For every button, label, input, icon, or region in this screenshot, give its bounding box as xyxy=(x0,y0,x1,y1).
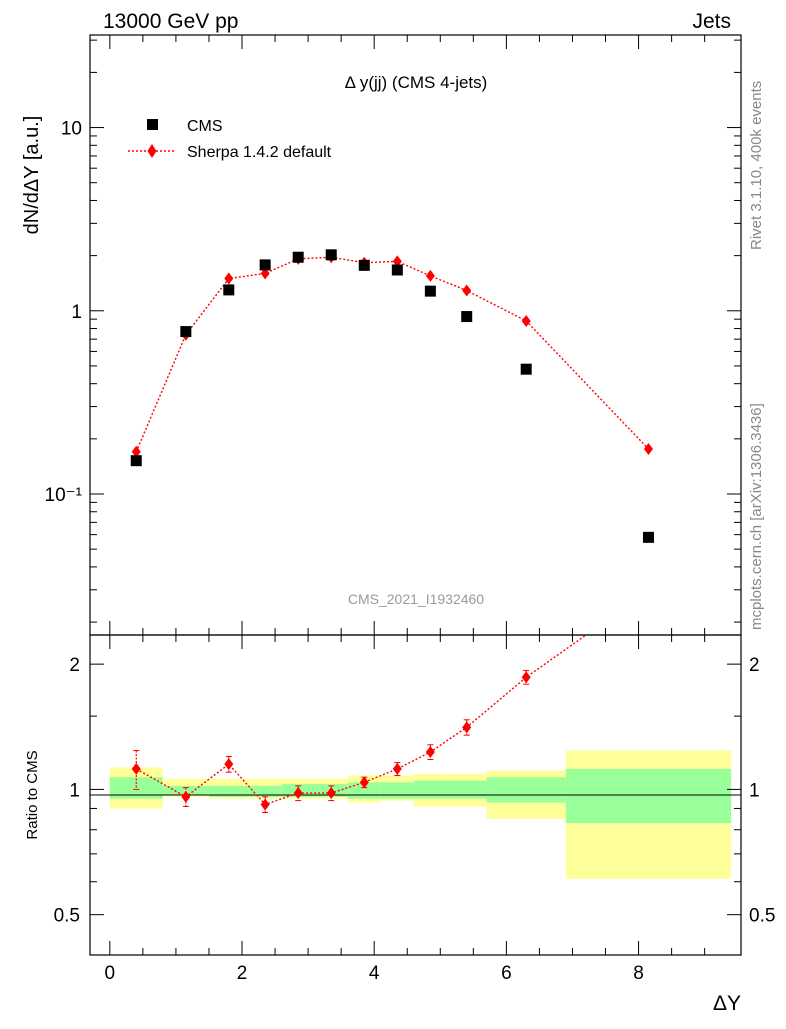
ratio-sherpa-point xyxy=(425,745,435,758)
ratio-sherpa-point xyxy=(131,762,141,775)
legend-cms-marker xyxy=(147,119,158,130)
ratio-y-axis-label: Ratio to CMS xyxy=(24,750,41,839)
x-tick-label: 4 xyxy=(369,963,380,984)
rivet-label: Rivet 3.1.10, 400k events xyxy=(748,81,765,250)
cms-point xyxy=(424,285,436,297)
legend: CMS Sherpa 1.4.2 default xyxy=(128,118,332,161)
jets-label: Jets xyxy=(692,10,731,33)
ratio-y-tick-label: 2 xyxy=(69,655,80,676)
uncertainty-band-green xyxy=(565,768,732,824)
uncertainty-band-green xyxy=(208,785,249,797)
sherpa-point xyxy=(521,314,531,327)
cms-point xyxy=(259,259,271,271)
sherpa-point xyxy=(392,255,402,268)
ratio-sherpa-point xyxy=(224,758,234,771)
cms-point xyxy=(391,264,403,276)
x-axis-label: ΔY xyxy=(713,992,741,1015)
ratio-sherpa-point xyxy=(359,776,369,789)
cms-point xyxy=(461,311,473,323)
x-tick-label: 2 xyxy=(237,963,248,984)
ratio-sherpa-point xyxy=(293,787,303,800)
cms-point xyxy=(130,455,142,467)
uncertainty-band-green xyxy=(413,780,447,799)
ratio-sherpa-point xyxy=(260,798,270,811)
cms-point xyxy=(520,363,532,375)
uncertainty-band-green xyxy=(380,782,414,799)
uncertainty-band-green xyxy=(248,785,282,797)
ratio-frame xyxy=(89,634,742,956)
ratio-y-tick-label: 1 xyxy=(749,780,760,801)
x-tick-label: 0 xyxy=(105,963,116,984)
cms-point xyxy=(292,251,304,263)
uncertainty-band-green xyxy=(162,785,209,795)
y-tick-label: 10 xyxy=(61,119,82,140)
sherpa-point xyxy=(425,269,435,282)
uncertainty-band-green xyxy=(486,777,566,803)
legend-cms-label: CMS xyxy=(187,118,223,135)
ratio-y-tick-label: 2 xyxy=(749,655,760,676)
energy-label: 13000 GeV pp xyxy=(103,10,238,33)
watermark: CMS_2021_I1932460 xyxy=(348,591,484,607)
sherpa-point xyxy=(643,443,653,456)
x-tick-label: 8 xyxy=(633,963,644,984)
sherpa-point xyxy=(224,272,234,285)
main-panel: 10⁻¹ 1 10 Δ y(jj) (CMS 4-jets) CMS_2021_I1… xyxy=(21,34,742,636)
ratio-y-tick-label: 1 xyxy=(69,780,80,801)
sherpa-point xyxy=(131,445,141,458)
ratio-sherpa-point xyxy=(392,762,402,775)
ratio-sherpa-line xyxy=(135,635,588,806)
ratio-y-tick-label: 0.5 xyxy=(749,906,775,927)
y-tick-label: 1 xyxy=(71,302,82,323)
mcplots-label: mcplots.cern.ch [arXiv:1306.3436] xyxy=(748,403,765,630)
ratio-panel: 0.5 0.5 1 1 2 2 0 2 4 6 8 Ratio to CMS ΔY xyxy=(24,585,775,1015)
sherpa-line xyxy=(135,256,649,453)
ratio-sherpa-point xyxy=(462,721,472,734)
sherpa-point xyxy=(462,284,472,297)
x-tick-label: 6 xyxy=(501,963,512,984)
legend-sherpa-marker xyxy=(147,144,157,158)
uncertainty-band-green xyxy=(109,777,163,799)
cms-point xyxy=(358,259,370,271)
cms-point xyxy=(325,249,337,261)
ratio-sherpa-point xyxy=(644,585,653,597)
legend-sherpa-label: Sherpa 1.4.2 default xyxy=(187,144,332,161)
chart-title: Δ y(jj) (CMS 4-jets) xyxy=(345,73,488,92)
cms-point xyxy=(223,284,235,296)
uncertainty-band-green xyxy=(446,780,487,799)
y-axis-label: dN/dΔY [a.u.] xyxy=(21,116,43,235)
ratio-y-tick-label: 0.5 xyxy=(54,906,80,927)
ratio-sherpa-point xyxy=(326,787,336,800)
ratio-sherpa-point xyxy=(521,671,531,684)
y-tick-label: 10⁻¹ xyxy=(45,485,83,506)
cms-point xyxy=(180,326,192,338)
cms-point xyxy=(642,531,654,543)
ratio-sherpa-point xyxy=(181,790,191,803)
